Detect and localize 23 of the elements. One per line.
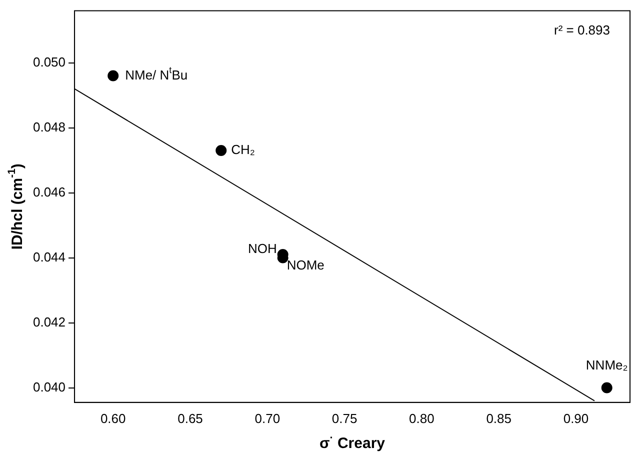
y-tick-label: 0.048 [32, 119, 66, 134]
point [216, 145, 227, 156]
point [108, 70, 119, 82]
x-tick-label: 0.65 [178, 410, 203, 426]
annotation: CH₂ [231, 142, 255, 158]
annotation: r² = 0.893 [554, 22, 610, 38]
annotation: NNMe₂ [586, 357, 628, 372]
point [601, 382, 612, 394]
annotation: NOH [248, 241, 277, 256]
y-tick-label: 0.040 [32, 379, 66, 394]
x-tick-label: 0.75 [332, 410, 358, 426]
x-tick-label: 0.70 [254, 410, 280, 426]
x-tick-label: 0.90 [563, 410, 589, 426]
x-tick-label: 0.80 [409, 410, 434, 426]
annotation: NOMe [286, 257, 324, 272]
x-tick-label: 0.60 [100, 410, 126, 426]
y-tick-label: 0.046 [32, 184, 66, 200]
y-tick-label: 0.050 [32, 54, 66, 70]
x-axis-title: σ· Creary [320, 432, 386, 452]
y-tick-label: 0.042 [32, 314, 66, 330]
x-tick-label: 0.85 [486, 410, 512, 426]
y-tick-label: 0.044 [32, 249, 66, 264]
y-axis-title: ID/hcl (cm-1) [6, 164, 26, 250]
